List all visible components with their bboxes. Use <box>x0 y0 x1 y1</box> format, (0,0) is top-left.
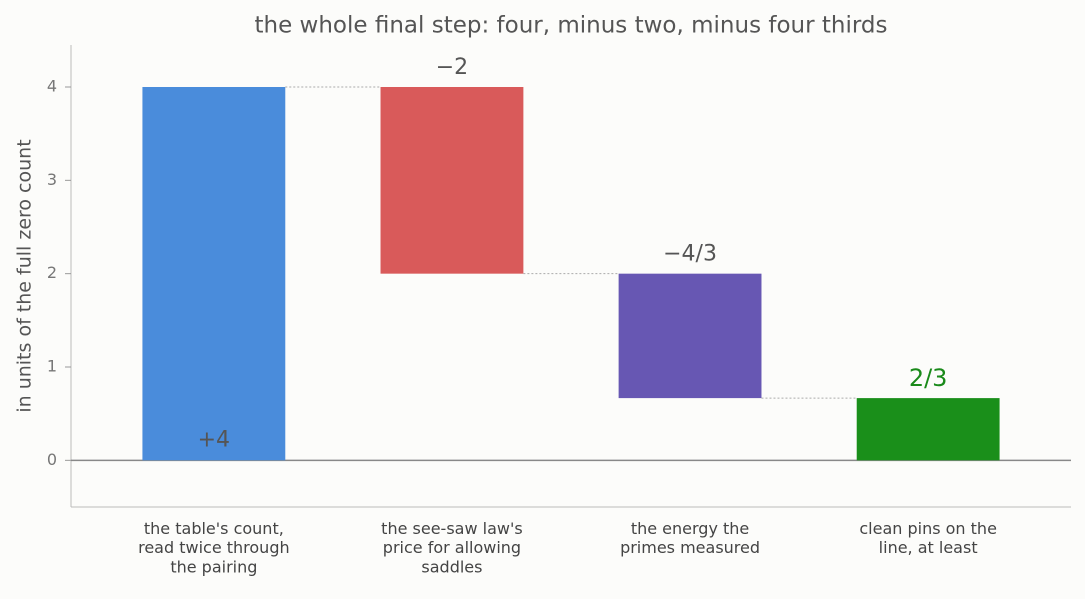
bar <box>142 87 286 461</box>
y-tick-label: 4 <box>47 77 57 96</box>
y-tick-label: 2 <box>47 263 57 282</box>
x-tick-label: the energy the primes measured <box>620 519 760 557</box>
x-tick-label: the see-saw law's price for allowing saddl… <box>381 519 523 576</box>
value-label: −4/3 <box>663 242 717 267</box>
x-tick-label: the table's count, read twice through the … <box>138 519 290 576</box>
x-tick-label: clean pins on the line, at least <box>859 519 997 557</box>
value-label: −2 <box>436 55 468 80</box>
bar <box>856 398 1000 461</box>
value-label: 2/3 <box>909 364 948 392</box>
value-label: +4 <box>198 427 230 452</box>
bar <box>618 273 762 399</box>
y-tick-label: 3 <box>47 170 57 189</box>
y-tick-label: 1 <box>47 357 57 376</box>
bar <box>380 87 524 274</box>
chart-title: the whole final step: four, minus two, m… <box>254 13 887 39</box>
y-tick-label: 0 <box>47 450 57 469</box>
y-axis-label: in units of the full zero count <box>14 139 36 412</box>
